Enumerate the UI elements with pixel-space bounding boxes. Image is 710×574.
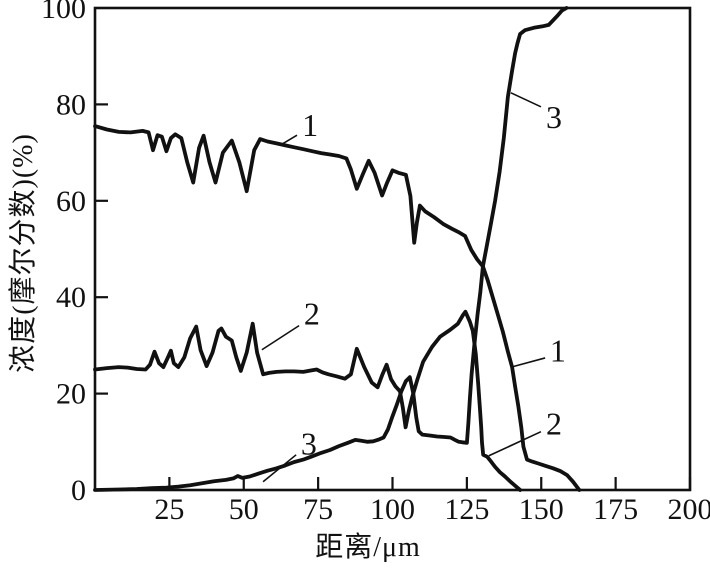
curve-label-2: 2: [546, 405, 562, 441]
curve-label-3: 3: [546, 99, 562, 135]
curve-label-leader-line: [512, 357, 546, 368]
y-axis-tick-label: 60: [56, 185, 86, 218]
x-axis-tick-label: 75: [303, 493, 333, 526]
y-axis-title: 浓度(摩尔分数)(%): [8, 133, 39, 373]
y-axis-tick-label: 40: [56, 281, 86, 314]
curve-2-line: [93, 309, 522, 492]
curve-label-leader-line: [510, 92, 542, 108]
x-axis-tick-label: 150: [519, 493, 564, 526]
curve-label-1: 1: [302, 107, 318, 143]
curve-label-leader-line: [488, 430, 542, 457]
x-axis-title: 距离/μm: [315, 532, 421, 563]
curve-label-leader-line: [262, 454, 297, 483]
x-axis-tick-label: 50: [229, 493, 259, 526]
curve-label-leader-line: [261, 324, 300, 351]
curve-label-leader-line: [279, 134, 298, 147]
x-axis-tick-label: 200: [668, 493, 710, 526]
curve-label-2: 2: [304, 296, 320, 332]
curve-1-line: [93, 124, 582, 492]
x-axis-tick-label: 125: [444, 493, 489, 526]
y-axis-tick-label: 80: [56, 88, 86, 121]
y-axis-tick-label: 100: [41, 0, 86, 25]
y-axis-tick-label: 0: [71, 474, 86, 507]
x-axis-tick-label: 100: [370, 493, 415, 526]
curve-3-line: [93, 6, 569, 492]
x-axis-tick-label: 25: [154, 493, 184, 526]
curve-label-1: 1: [550, 333, 566, 369]
x-axis-tick-label: 175: [593, 493, 638, 526]
curve-label-3: 3: [301, 426, 317, 462]
y-axis-tick-label: 20: [56, 378, 86, 411]
